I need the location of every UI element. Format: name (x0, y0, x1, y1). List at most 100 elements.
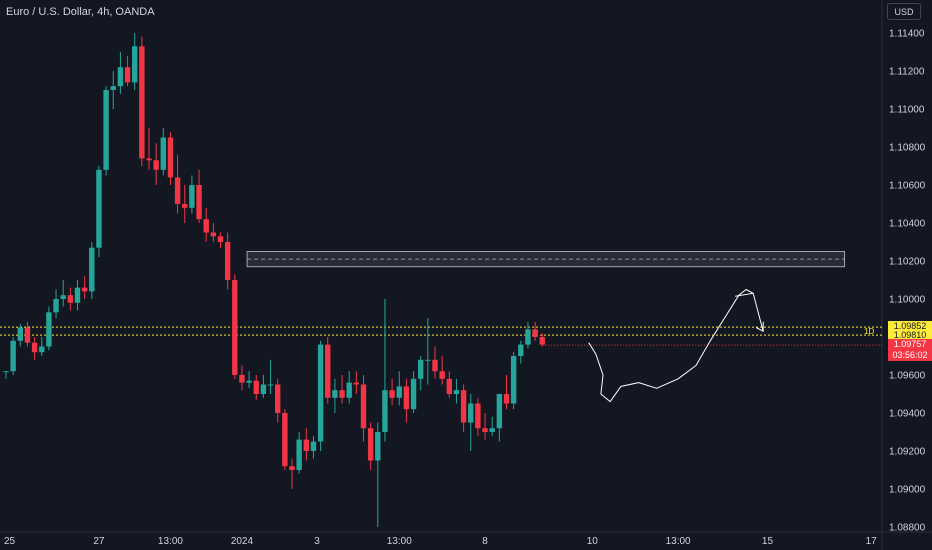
candle-body[interactable] (196, 185, 202, 220)
candle-body[interactable] (89, 247, 95, 292)
candle-body[interactable] (389, 390, 395, 398)
candle-body[interactable] (396, 386, 402, 398)
candle-body[interactable] (124, 67, 131, 83)
candle-body[interactable] (475, 403, 481, 429)
candle-body[interactable] (410, 378, 417, 410)
projection-drawing[interactable] (588, 289, 754, 403)
candle-body[interactable] (317, 344, 324, 442)
price-tick-label: 1.10400 (889, 219, 926, 230)
candle-body[interactable] (353, 382, 360, 385)
candle-body[interactable] (260, 384, 267, 395)
candle-body[interactable] (96, 169, 102, 248)
price-tick-label: 1.10600 (889, 181, 926, 192)
candle-body[interactable] (460, 390, 467, 423)
candle-body[interactable] (367, 428, 374, 461)
time-tick-label: 25 (4, 536, 16, 547)
candle-body[interactable] (146, 158, 152, 161)
candle-body[interactable] (489, 428, 495, 432)
candle-body[interactable] (360, 384, 367, 429)
candle-body[interactable] (60, 295, 66, 299)
candle-body[interactable] (375, 432, 381, 461)
time-tick-label: 13:00 (158, 536, 183, 547)
candle-body[interactable] (425, 359, 431, 361)
candle-body[interactable] (289, 466, 295, 470)
candle-body[interactable] (189, 185, 195, 208)
candle-body[interactable] (468, 403, 474, 423)
candle-body[interactable] (532, 329, 538, 337)
candle-body[interactable] (132, 46, 138, 83)
candle-body[interactable] (482, 428, 488, 432)
candle-body[interactable] (203, 219, 209, 233)
candle-body[interactable] (31, 342, 38, 353)
candle-body[interactable] (418, 359, 424, 379)
candle-body[interactable] (17, 327, 23, 341)
time-tick-label: 13:00 (387, 536, 412, 547)
candle-body[interactable] (253, 380, 259, 394)
candle-body[interactable] (217, 236, 224, 242)
candle-body[interactable] (153, 160, 159, 170)
candle-body[interactable] (453, 390, 460, 394)
price-tick-label: 1.11200 (889, 67, 925, 78)
candle-body[interactable] (296, 439, 302, 470)
candle-body[interactable] (53, 299, 59, 313)
candle-body[interactable] (39, 346, 45, 353)
candle-body[interactable] (46, 312, 52, 347)
candle-body[interactable] (282, 413, 288, 467)
candle-body[interactable] (10, 340, 16, 372)
candle-body[interactable] (267, 384, 274, 386)
candle-body[interactable] (74, 287, 81, 303)
candle-body[interactable] (525, 329, 531, 345)
candle-body[interactable] (67, 295, 74, 303)
price-tick-label: 1.10200 (889, 257, 926, 268)
time-tick-label: 2024 (231, 536, 254, 547)
price-tick-label: 1.09600 (889, 371, 926, 382)
candle-body[interactable] (510, 356, 517, 404)
candle-body[interactable] (160, 137, 166, 170)
candle-body[interactable] (182, 204, 188, 208)
candle-body[interactable] (167, 137, 174, 178)
time-tick-label: 27 (93, 536, 105, 547)
candle-body[interactable] (518, 344, 524, 356)
candle-body[interactable] (117, 67, 124, 87)
candle-body[interactable] (174, 177, 181, 204)
candle-body[interactable] (539, 337, 545, 345)
current-price-tag: 1.09757 03:56:02 (888, 339, 932, 362)
candle-body[interactable] (325, 344, 331, 398)
candle-body[interactable] (139, 46, 145, 159)
candle-body[interactable] (382, 390, 388, 432)
price-line-tag-upper: 1.09852 (888, 321, 932, 333)
candle-body[interactable] (303, 439, 309, 451)
candle-body[interactable] (224, 242, 231, 280)
currency-selector-button[interactable]: USD (887, 3, 921, 20)
candle-body[interactable] (346, 382, 352, 398)
candle-body[interactable] (432, 359, 438, 372)
projection-arrow-head (735, 292, 764, 332)
candle-body[interactable] (246, 380, 252, 383)
candle-body[interactable] (24, 327, 31, 343)
candle-body[interactable] (332, 390, 338, 398)
price-tick-label: 1.08800 (889, 523, 926, 534)
candle-body[interactable] (503, 394, 510, 404)
candle-body[interactable] (81, 287, 88, 292)
candle-body[interactable] (496, 394, 503, 429)
candle-body[interactable] (275, 384, 281, 414)
candle-body[interactable] (210, 232, 217, 237)
price-tick-label: 1.11400 (889, 29, 925, 40)
candle-body[interactable] (439, 371, 445, 379)
candle-body[interactable] (339, 390, 345, 398)
timeframe-marker: 1D (864, 327, 874, 336)
price-tick-label: 1.09400 (889, 409, 926, 420)
candle-body[interactable] (232, 280, 238, 375)
candle-body[interactable] (3, 371, 9, 373)
time-tick-label: 10 (587, 536, 599, 547)
candle-body[interactable] (403, 386, 410, 410)
candle-body[interactable] (446, 378, 452, 394)
candle-body[interactable] (103, 90, 109, 170)
candle-body[interactable] (310, 441, 317, 452)
time-tick-label: 8 (482, 536, 488, 547)
candle-body[interactable] (110, 86, 116, 90)
candle-body[interactable] (239, 375, 245, 383)
price-tick-label: 1.09200 (889, 447, 926, 458)
